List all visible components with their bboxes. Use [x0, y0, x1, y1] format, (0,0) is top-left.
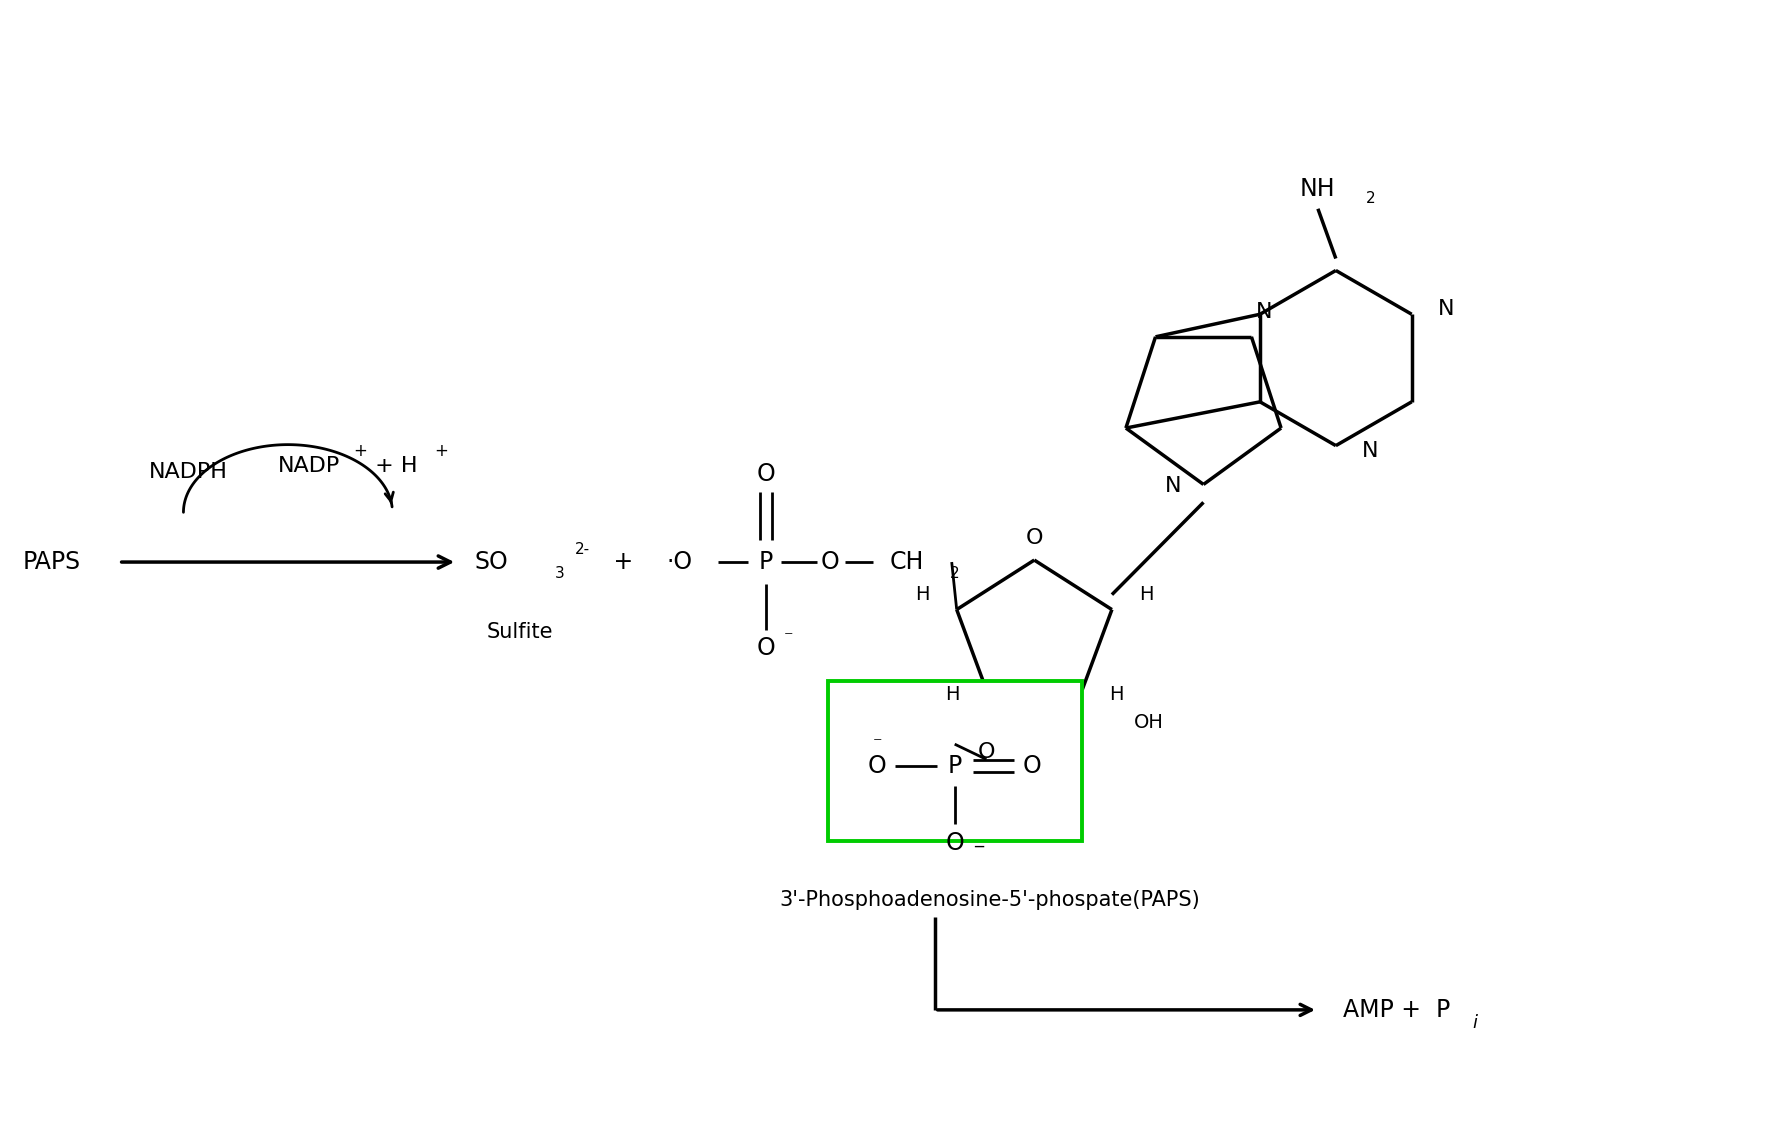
Text: NADP: NADP: [278, 455, 340, 476]
Text: P: P: [948, 754, 962, 778]
Text: NH: NH: [1301, 177, 1336, 201]
Text: 3'-Phosphoadenosine-5'-phospate(PAPS): 3'-Phosphoadenosine-5'-phospate(PAPS): [779, 890, 1199, 911]
Text: +: +: [606, 551, 634, 574]
Text: H: H: [944, 685, 959, 704]
Text: PAPS: PAPS: [21, 551, 80, 574]
Text: SO: SO: [474, 551, 508, 574]
Text: + H: + H: [367, 455, 417, 476]
Text: N: N: [1361, 440, 1377, 461]
Text: +: +: [435, 442, 447, 460]
Text: CH: CH: [889, 551, 925, 574]
Text: O: O: [756, 635, 775, 660]
Text: H: H: [1108, 685, 1124, 704]
Text: OH: OH: [1133, 713, 1164, 732]
Text: +: +: [353, 442, 367, 460]
Text: ⁻: ⁻: [873, 735, 882, 754]
Text: O: O: [756, 462, 775, 486]
Text: O: O: [1026, 528, 1042, 548]
Text: O: O: [978, 742, 994, 763]
Text: AMP +  P: AMP + P: [1344, 998, 1451, 1022]
Text: O: O: [1023, 754, 1042, 778]
Text: ·O: ·O: [666, 551, 691, 574]
Text: O: O: [944, 830, 964, 855]
Text: 2-: 2-: [574, 541, 590, 556]
Text: ⁻: ⁻: [784, 629, 793, 647]
Text: i: i: [1472, 1014, 1477, 1032]
Text: 3: 3: [554, 567, 565, 582]
Text: H: H: [1139, 585, 1153, 604]
Text: O: O: [822, 551, 839, 574]
Bar: [829, 681, 1082, 841]
Text: NADPH: NADPH: [148, 462, 228, 483]
Text: N: N: [1438, 299, 1454, 319]
Text: P: P: [759, 551, 773, 574]
Text: Sulfite: Sulfite: [486, 622, 554, 641]
Text: O: O: [868, 754, 886, 778]
Text: N: N: [1256, 302, 1272, 322]
Text: H: H: [916, 585, 930, 604]
Text: 2: 2: [950, 567, 959, 582]
Text: _: _: [975, 829, 984, 846]
Text: 2: 2: [1365, 192, 1376, 206]
Text: N: N: [1165, 476, 1181, 497]
